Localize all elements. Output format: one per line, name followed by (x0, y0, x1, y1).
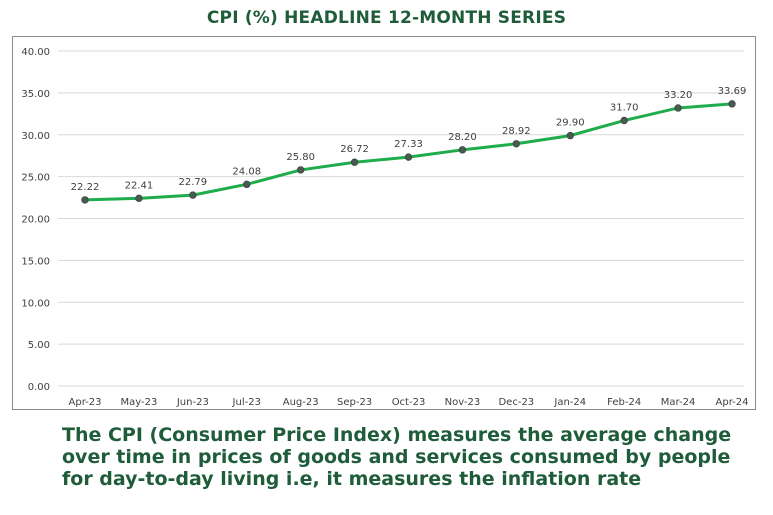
data-point (189, 191, 197, 199)
data-point (458, 146, 467, 154)
y-tick-label: 5.00 (28, 340, 50, 351)
data-label: 22.79 (179, 177, 208, 188)
data-point (350, 158, 359, 166)
x-tick-label: Apr-24 (716, 397, 749, 408)
data-point (674, 104, 682, 112)
y-tick-label: 25.00 (21, 173, 50, 184)
data-label: 33.69 (718, 86, 747, 97)
chart-area: 0.00 5.00 10.00 15.00 20.00 25.00 30.00 35.00 40… (12, 36, 756, 410)
data-point (243, 180, 251, 189)
data-point (566, 131, 574, 140)
chart-title: CPI (%) HEADLINE 12-MONTH SERIES (206, 8, 567, 28)
data-point (81, 196, 89, 204)
data-point (620, 116, 628, 125)
data-label: 27.33 (394, 139, 423, 150)
data-label: 33.20 (664, 90, 693, 101)
y-tick-label: 10.00 (21, 298, 50, 309)
y-tick-label: 30.00 (21, 131, 50, 142)
x-tick-label: Apr-23 (69, 397, 102, 408)
data-point (296, 166, 305, 174)
x-tick-label: May-23 (120, 397, 157, 408)
x-tick-label: Nov-23 (445, 397, 481, 408)
x-tick-label: Jul-23 (232, 397, 261, 408)
data-label: 28.20 (448, 132, 477, 143)
y-tick-label: 20.00 (21, 215, 50, 226)
data-label: 24.08 (232, 166, 261, 177)
x-tick-label: Feb-24 (607, 397, 641, 408)
x-tick-label: Mar-24 (661, 397, 696, 408)
x-tick-label: Aug-23 (283, 397, 319, 408)
data-point (512, 140, 521, 148)
data-point (135, 194, 143, 203)
x-tick-label: Oct-23 (392, 397, 426, 408)
line-chart: 0.00 5.00 10.00 15.00 20.00 25.00 30.00 35.00 40… (21, 47, 749, 408)
y-tick-label: 40.00 (21, 47, 50, 58)
data-label: 26.72 (340, 144, 369, 155)
y-tick-label: 35.00 (21, 89, 50, 100)
data-label: 28.92 (502, 126, 531, 137)
data-point (728, 100, 736, 108)
x-tick-label: Jun-23 (176, 397, 209, 408)
x-tick-label: Jan-24 (553, 397, 586, 408)
data-label: 22.22 (71, 182, 100, 193)
y-tick-label: 0.00 (28, 382, 50, 393)
cpi-description: The CPI (Consumer Price Index) measures … (62, 424, 732, 490)
data-label: 25.80 (286, 152, 315, 163)
data-point (404, 153, 413, 161)
data-label: 22.41 (125, 180, 154, 191)
data-label: 31.70 (610, 103, 639, 114)
x-tick-label: Dec-23 (498, 397, 534, 408)
data-label: 29.90 (556, 118, 585, 129)
x-tick-label: Sep-23 (337, 397, 372, 408)
y-tick-label: 15.00 (21, 256, 50, 267)
